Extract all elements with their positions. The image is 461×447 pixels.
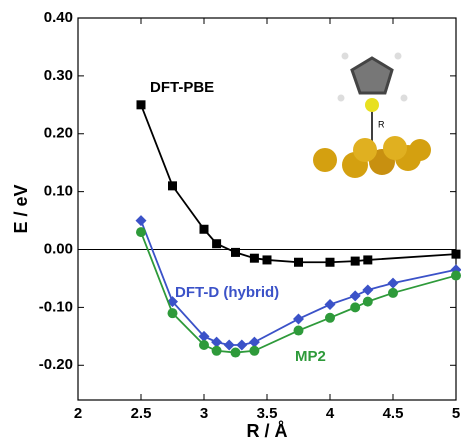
marker: [136, 227, 146, 237]
marker: [212, 239, 221, 248]
marker: [168, 308, 178, 318]
marker: [263, 255, 272, 264]
marker: [249, 346, 259, 356]
marker: [200, 225, 209, 234]
series-label: MP2: [295, 348, 326, 365]
x-axis-label: R / Å: [246, 421, 287, 441]
marker: [168, 181, 177, 190]
x-tick-label: 2.5: [131, 405, 152, 422]
y-tick-label: -0.10: [39, 298, 73, 315]
marker: [293, 313, 304, 324]
marker: [326, 258, 335, 267]
marker: [294, 258, 303, 267]
y-axis-label: E / eV: [11, 184, 31, 233]
marker: [363, 297, 373, 307]
x-tick-label: 3.5: [257, 405, 278, 422]
molecule-inset: [313, 53, 431, 179]
marker: [137, 100, 146, 109]
y-tick-label: 0.10: [44, 183, 73, 200]
marker: [325, 313, 335, 323]
x-tick-label: 4: [326, 405, 335, 422]
x-tick-label: 4.5: [383, 405, 404, 422]
x-tick-label: 3: [200, 405, 208, 422]
marker: [388, 278, 399, 289]
marker: [350, 290, 361, 301]
marker: [452, 250, 461, 259]
marker: [250, 254, 259, 263]
y-tick-label: 0.00: [44, 240, 73, 257]
marker: [388, 288, 398, 298]
marker: [325, 299, 336, 310]
x-tick-label: 2: [74, 405, 82, 422]
series-label: DFT-D (hybrid): [175, 284, 279, 301]
marker: [199, 340, 209, 350]
marker: [350, 302, 360, 312]
marker: [362, 285, 373, 296]
inset-label: R: [378, 119, 385, 129]
marker: [351, 257, 360, 266]
y-tick-label: 0.40: [44, 9, 73, 26]
marker: [231, 348, 241, 358]
marker: [363, 255, 372, 264]
y-tick-label: 0.20: [44, 125, 73, 142]
marker: [136, 215, 147, 226]
marker: [231, 248, 240, 257]
marker: [451, 271, 461, 281]
series-line: [141, 105, 456, 262]
series-label: DFT-PBE: [150, 79, 214, 96]
y-tick-label: -0.20: [39, 356, 73, 373]
plot-frame: [78, 18, 456, 400]
y-tick-label: 0.30: [44, 67, 73, 84]
marker: [294, 326, 304, 336]
x-tick-label: 5: [452, 405, 460, 422]
marker: [212, 346, 222, 356]
